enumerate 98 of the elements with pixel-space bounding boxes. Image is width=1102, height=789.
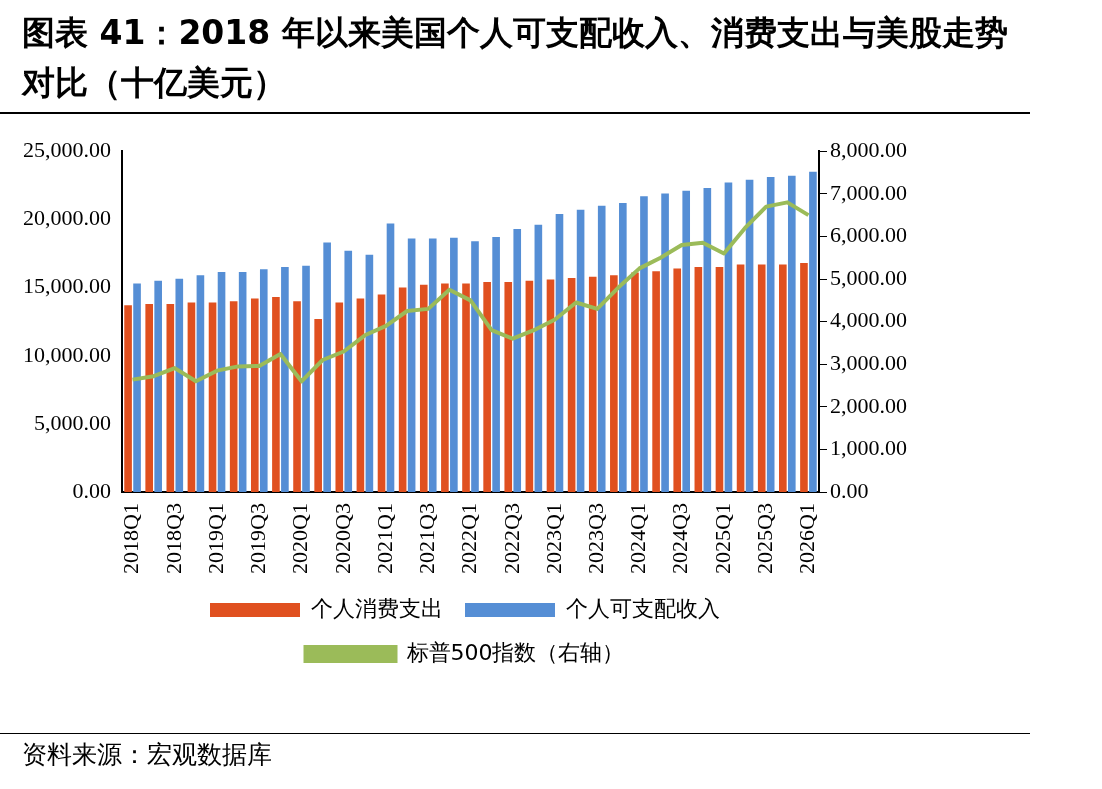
bar <box>386 223 395 493</box>
bar <box>787 175 796 493</box>
y2-tick-label: 7,000.00 <box>830 179 907 205</box>
y-tick-label: 25,000.00 <box>23 136 111 162</box>
bar <box>428 238 437 493</box>
bar <box>513 228 522 493</box>
text: 资料来源：宏观数据库 <box>22 739 272 771</box>
x-tick-label: 2026Q1 <box>794 503 820 574</box>
bar <box>610 275 618 493</box>
bar <box>323 242 331 493</box>
x-tick-label: 2022Q3 <box>498 503 524 574</box>
bar <box>314 318 322 493</box>
bar <box>736 264 745 493</box>
x-tick-label: 2019Q3 <box>245 503 271 574</box>
bar <box>745 179 754 493</box>
bar <box>145 303 154 493</box>
bar <box>175 278 184 493</box>
bar <box>673 268 682 493</box>
bar <box>154 280 162 493</box>
bar <box>661 193 669 493</box>
bar <box>293 301 301 493</box>
bar <box>534 224 543 493</box>
x-tick-label: 2021Q1 <box>371 503 397 574</box>
bar <box>703 188 712 493</box>
bar <box>335 302 344 493</box>
bar <box>302 265 310 493</box>
bar <box>779 264 787 493</box>
bar <box>546 279 555 493</box>
bar <box>631 272 639 493</box>
bar <box>504 282 513 493</box>
y2-tick-label: 8,000.00 <box>830 136 907 162</box>
x-tick-label: 2018Q3 <box>160 503 186 574</box>
bar <box>365 254 374 493</box>
y-tick-label: 10,000.00 <box>23 341 111 367</box>
bar <box>588 276 597 493</box>
x-tick-label: 2023Q1 <box>540 503 566 574</box>
y-tick-label: 20,000.00 <box>23 205 111 231</box>
bar <box>356 298 365 493</box>
bar <box>462 283 470 493</box>
y-tick-label: 15,000.00 <box>23 273 111 299</box>
bar <box>483 282 491 493</box>
x-tick-label: 2020Q1 <box>287 503 313 574</box>
y2-tick-label: 4,000.00 <box>830 307 907 333</box>
x-tick-label: 2021Q3 <box>414 503 440 574</box>
bar <box>555 213 564 493</box>
y2-tick-label: 3,000.00 <box>830 350 907 376</box>
bar <box>682 190 691 493</box>
bar <box>757 264 766 493</box>
bar <box>694 267 703 493</box>
bar <box>250 298 259 493</box>
bar <box>652 271 660 493</box>
chart-title: 图表 41：2018 年以来美国个人可支配收入、消费支出与美股走势对比（十亿美元） <box>22 12 1009 104</box>
x-tick-label: 2018Q1 <box>118 503 144 574</box>
bar <box>407 238 416 493</box>
bar <box>377 294 386 493</box>
x-tick-label: 2023Q3 <box>583 503 609 574</box>
y2-tick-label: 0.00 <box>830 477 869 503</box>
bar <box>441 283 449 493</box>
x-tick-label: 2024Q3 <box>667 503 693 574</box>
bar <box>640 196 648 493</box>
x-tick-label: 2024Q1 <box>625 503 651 574</box>
bar <box>766 177 775 493</box>
bar <box>800 263 808 493</box>
y2-tick-label: 1,000.00 <box>830 435 907 461</box>
legend-label: 标普500指数（右轴） <box>405 639 625 665</box>
bar <box>124 305 132 493</box>
bar <box>619 203 627 493</box>
legend-label: 个人消费支出 <box>311 595 443 621</box>
bar <box>724 182 733 493</box>
bar <box>229 301 238 493</box>
y-tick-label: 5,000.00 <box>34 409 111 435</box>
y-tick-label: 0.00 <box>72 477 111 503</box>
bar <box>344 250 353 493</box>
bar <box>525 280 534 493</box>
y2-tick-label: 5,000.00 <box>830 264 907 290</box>
bar <box>238 271 247 493</box>
bar <box>576 209 585 493</box>
bar <box>419 284 428 493</box>
x-tick-label: 2020Q3 <box>329 503 355 574</box>
y2-tick-label: 6,000.00 <box>830 222 907 248</box>
x-tick-label: 2025Q3 <box>751 503 777 574</box>
bar <box>597 205 606 493</box>
bar <box>217 271 226 493</box>
bar <box>196 275 205 493</box>
bar <box>492 237 500 493</box>
x-tick-label: 2022Q1 <box>456 503 482 574</box>
bar <box>281 267 289 493</box>
y2-tick-label: 2,000.00 <box>830 392 907 418</box>
bar <box>133 283 141 493</box>
x-tick-label: 2025Q1 <box>709 503 735 574</box>
bar <box>809 171 817 493</box>
legend-label: 个人可支配收入 <box>566 595 720 621</box>
x-tick-label: 2019Q1 <box>202 503 228 574</box>
bar <box>450 237 458 493</box>
bar <box>715 267 724 493</box>
bar <box>259 269 268 493</box>
bar <box>471 241 479 493</box>
bar <box>272 297 280 493</box>
